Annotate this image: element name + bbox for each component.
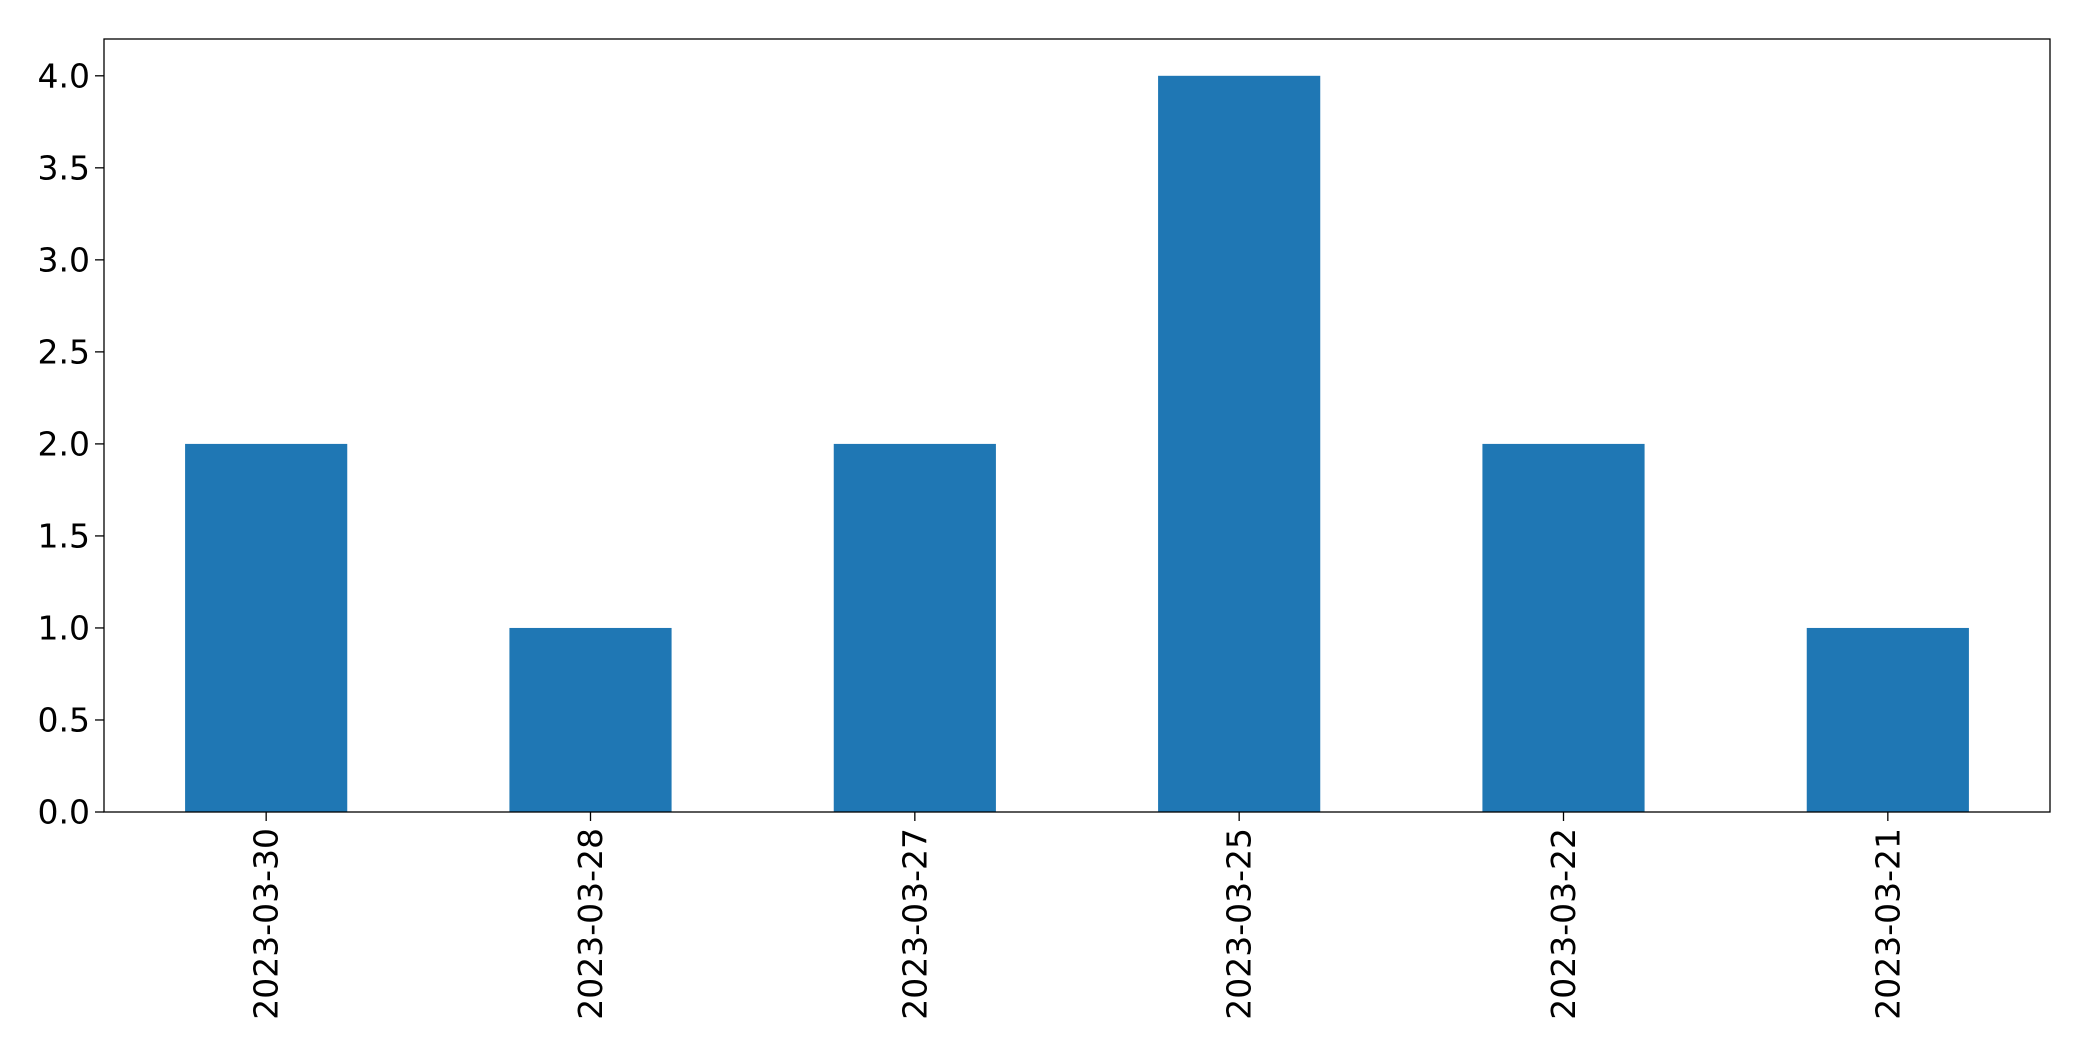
- y-tick-label: 0.5: [38, 700, 90, 739]
- y-tick-label: 1.0: [38, 608, 90, 647]
- y-tick-label: 0.0: [38, 793, 90, 832]
- y-tick-label: 3.0: [38, 240, 90, 279]
- y-tick-label: 2.5: [38, 332, 90, 371]
- x-tick-label: 2023-03-30: [247, 828, 286, 1020]
- x-tick-label: 2023-03-28: [571, 828, 610, 1020]
- y-tick-label: 1.5: [38, 516, 90, 555]
- bar-2023-03-30: [185, 443, 348, 812]
- x-tick-label: 2023-03-25: [1220, 828, 1259, 1020]
- bars-group: [185, 75, 1969, 813]
- bar-2023-03-27: [833, 443, 996, 812]
- y-tick-label: 3.5: [38, 148, 90, 187]
- bar-2023-03-21: [1806, 627, 1969, 812]
- y-tick-label: 2.0: [38, 424, 90, 463]
- bar-2023-03-28: [509, 627, 672, 812]
- y-axis: 0.0 0.5 1.0 1.5 2.0 2.5 3.0 3.5 4.0: [38, 56, 104, 832]
- plot-frame: [103, 38, 2051, 813]
- y-tick-label: 4.0: [38, 56, 90, 95]
- x-tick-label: 2023-03-27: [895, 828, 934, 1020]
- x-tick-label: 2023-03-21: [1868, 828, 1907, 1020]
- bar-2023-03-22: [1482, 443, 1645, 812]
- bar-2023-03-25: [1158, 75, 1321, 813]
- x-axis: 2023-03-30 2023-03-28 2023-03-27 2023-03-25…: [247, 812, 1907, 1020]
- x-tick-label: 2023-03-22: [1544, 828, 1583, 1020]
